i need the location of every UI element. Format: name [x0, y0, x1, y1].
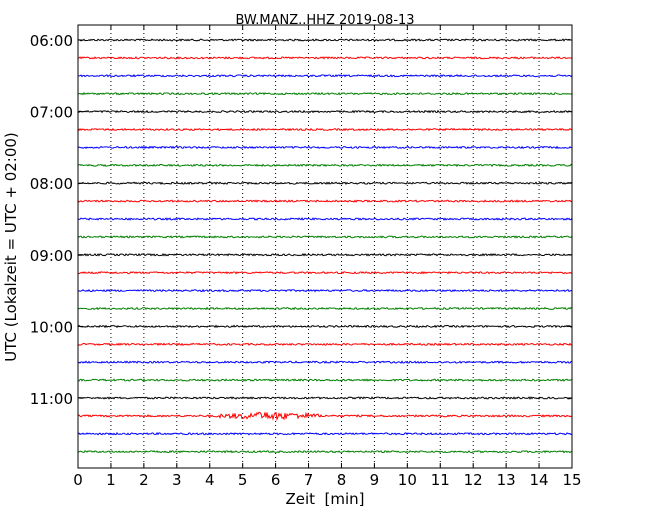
trace-0915: [77, 270, 573, 275]
trace-0745: [77, 163, 573, 168]
trace-1130: [77, 432, 573, 436]
y-axis-ticks: 06:00 07:00 08:00 09:00 10:00 11:00: [30, 32, 572, 408]
y-tick-label-1100: 11:00: [30, 390, 73, 408]
x-tick-label-7: 7: [304, 471, 314, 489]
x-tick-label-8: 8: [337, 471, 347, 489]
x-tick-label-0: 0: [73, 471, 83, 489]
x-tick-label-4: 4: [205, 471, 215, 489]
y-tick-label-0700: 07:00: [30, 104, 73, 122]
trace-0730: [77, 145, 573, 150]
x-axis-ticks: 0 1 2 3 4 5 6 7 8 9 10 11 12 13 14 15: [73, 25, 582, 489]
x-tick-label-10: 10: [398, 471, 417, 489]
trace-0815: [77, 199, 573, 203]
x-tick-label-1: 1: [106, 471, 116, 489]
trace-0700: [77, 109, 573, 114]
trace-1145: [77, 449, 573, 454]
y-tick-label-1000: 10:00: [30, 318, 73, 336]
trace-0800: [77, 181, 573, 185]
x-tick-label-3: 3: [172, 471, 182, 489]
trace-1100: [77, 396, 573, 400]
x-tick-label-2: 2: [139, 471, 149, 489]
x-axis-label: Zeit [min]: [285, 490, 364, 508]
chart-title: BW.MANZ..HHZ 2019-08-13: [235, 13, 414, 28]
trace-0615: [77, 56, 573, 60]
x-tick-label-11: 11: [431, 471, 450, 489]
trace-1045: [77, 378, 573, 382]
y-tick-label-0900: 09:00: [30, 247, 73, 265]
x-tick-label-14: 14: [530, 471, 549, 489]
trace-1000: [77, 324, 573, 329]
trace-1015: [77, 342, 573, 347]
x-tick-label-15: 15: [562, 471, 581, 489]
plot-frame: [77, 24, 573, 469]
trace-1030: [77, 360, 573, 364]
x-tick-label-12: 12: [464, 471, 483, 489]
trace-0600: [77, 38, 573, 42]
trace-0715: [77, 127, 573, 132]
trace-0630: [77, 74, 573, 78]
trace-1115: [77, 411, 573, 422]
seismogram-traces: [77, 38, 573, 454]
trace-0945: [77, 306, 573, 311]
x-tick-label-13: 13: [497, 471, 516, 489]
x-tick-label-5: 5: [238, 471, 248, 489]
x-tick-label-6: 6: [271, 471, 281, 489]
y-axis-label: UTC (Lokalzeit = UTC + 02:00): [2, 132, 20, 362]
trace-0900: [77, 253, 573, 257]
x-tick-label-9: 9: [370, 471, 380, 489]
trace-0930: [77, 288, 573, 293]
y-tick-label-0600: 06:00: [30, 32, 73, 50]
vertical-gridlines: [110, 25, 540, 468]
trace-0830: [77, 217, 573, 221]
trace-0645: [77, 91, 573, 96]
trace-0845: [77, 235, 573, 239]
y-tick-label-0800: 08:00: [30, 175, 73, 193]
